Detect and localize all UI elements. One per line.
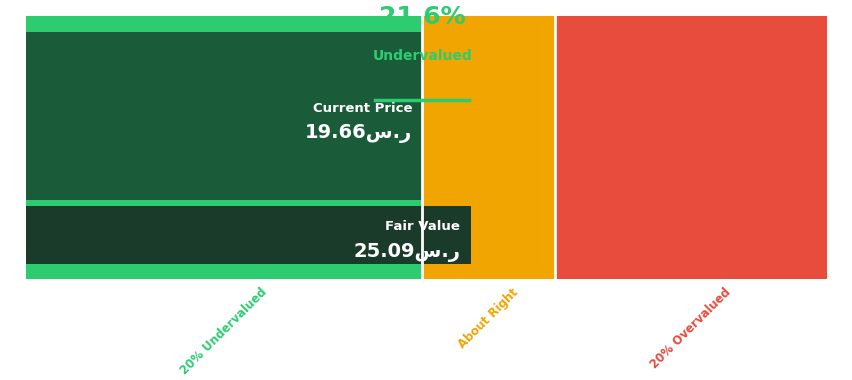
- Text: 20% Overvalued: 20% Overvalued: [648, 286, 733, 371]
- FancyBboxPatch shape: [422, 16, 554, 279]
- Text: Fair Value: Fair Value: [385, 220, 460, 233]
- FancyBboxPatch shape: [26, 206, 470, 264]
- Text: About Right: About Right: [456, 286, 521, 351]
- Text: 21.6%: 21.6%: [378, 5, 465, 29]
- Text: Undervalued: Undervalued: [372, 49, 471, 63]
- Text: 20% Undervalued: 20% Undervalued: [178, 286, 269, 377]
- FancyBboxPatch shape: [26, 16, 422, 279]
- FancyBboxPatch shape: [26, 32, 422, 200]
- Text: Current Price: Current Price: [313, 101, 412, 115]
- Text: 25.09س.ر: 25.09س.ر: [353, 243, 460, 262]
- Text: 19.66س.ر: 19.66س.ر: [305, 124, 412, 143]
- FancyBboxPatch shape: [554, 16, 826, 279]
